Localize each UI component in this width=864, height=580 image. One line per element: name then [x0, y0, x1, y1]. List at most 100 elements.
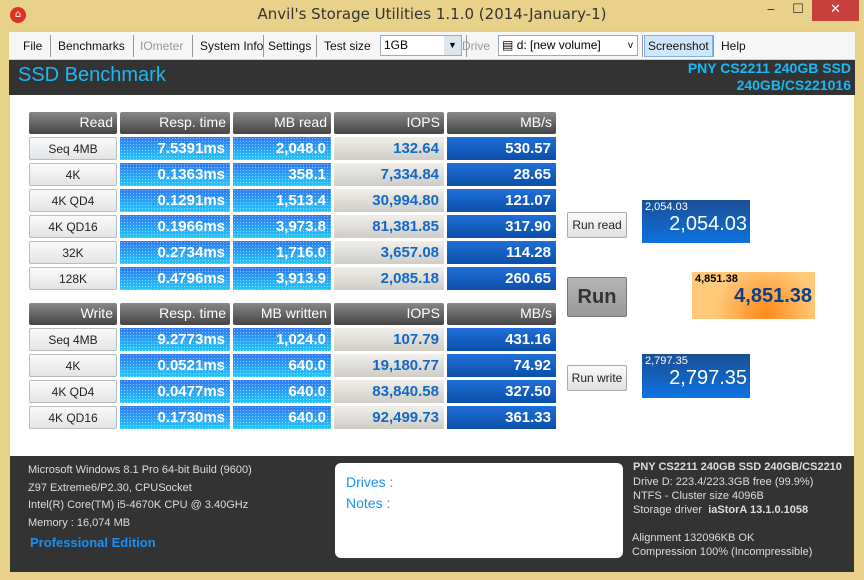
write-iops-cell: 92,499.73 [334, 406, 444, 429]
chevron-down-icon[interactable]: ▼ [444, 36, 461, 55]
read-iops-cell: 30,994.80 [334, 189, 444, 212]
read-mbps-cell: 260.65 [447, 267, 556, 290]
total-score: 4,851.38 4,851.38 [692, 272, 815, 319]
write-header-3: IOPS [334, 303, 444, 325]
write-resp-time-cell: 0.0521ms [120, 354, 230, 377]
menu-iometer[interactable]: IOmeter [140, 39, 184, 53]
read-resp-time-cell: 0.1363ms [120, 163, 230, 186]
close-button[interactable]: ✕ [812, 0, 859, 21]
maximize-button[interactable]: ☐ [792, 2, 804, 17]
read-resp-time-cell: 0.1291ms [120, 189, 230, 212]
write-mb-cell: 640.0 [233, 380, 331, 403]
total-score-small: 4,851.38 [695, 273, 738, 285]
run-button[interactable]: Run [567, 277, 627, 317]
menu-help[interactable]: Help [721, 39, 746, 53]
write-iops-cell: 107.79 [334, 328, 444, 351]
menu-file[interactable]: File [23, 39, 43, 53]
header-band: SSD Benchmark PNY CS2211 240GB SSD 240GB… [9, 60, 855, 95]
screenshot-button[interactable]: Screenshot [644, 35, 713, 57]
write-score-small: 2,797.35 [645, 355, 688, 367]
drive-icon: ▤ [502, 38, 514, 52]
read-test-button[interactable]: 4K QD4 [29, 189, 117, 212]
write-mbps-cell: 74.92 [447, 354, 556, 377]
alignment-info: Alignment 132096KB OK [632, 532, 755, 544]
read-header-0: Read [29, 112, 117, 134]
read-test-button[interactable]: Seq 4MB [29, 137, 117, 160]
test-size-select[interactable]: 1GB ▼ [380, 35, 462, 56]
window-title: Anvil's Storage Utilities 1.1.0 (2014-Ja… [257, 5, 607, 23]
filesystem-info: NTFS - Cluster size 4096B [633, 490, 764, 502]
read-header-1: Resp. time [120, 112, 230, 134]
memory-info: Memory : 16,074 MB [28, 517, 131, 529]
read-test-button[interactable]: 4K [29, 163, 117, 186]
storage-driver: Storage driver iaStorA 13.1.0.1058 [633, 504, 808, 516]
read-mb-cell: 358.1 [233, 163, 331, 186]
notes-box[interactable]: Drives : Notes : [335, 463, 623, 558]
write-resp-time-cell: 0.1730ms [120, 406, 230, 429]
compression-info: Compression 100% (Incompressible) [632, 546, 813, 558]
run-read-button[interactable]: Run read [567, 212, 627, 238]
drives-label: Drives : [346, 474, 394, 490]
drive-space: Drive D: 223.4/223.3GB free (99.9%) [633, 476, 814, 488]
read-iops-cell: 3,657.08 [334, 241, 444, 264]
write-header-0: Write [29, 303, 117, 325]
read-resp-time-cell: 0.1966ms [120, 215, 230, 238]
write-iops-cell: 19,180.77 [334, 354, 444, 377]
write-mb-cell: 640.0 [233, 406, 331, 429]
write-test-button[interactable]: Seq 4MB [29, 328, 117, 351]
write-mbps-cell: 327.50 [447, 380, 556, 403]
write-header-1: Resp. time [120, 303, 230, 325]
read-mb-cell: 2,048.0 [233, 137, 331, 160]
run-write-button[interactable]: Run write [567, 365, 627, 391]
write-test-button[interactable]: 4K QD16 [29, 406, 117, 429]
read-mbps-cell: 28.65 [447, 163, 556, 186]
read-iops-cell: 132.64 [334, 137, 444, 160]
driver-label: Storage driver [633, 504, 703, 516]
read-score-value: 2,054.03 [669, 213, 747, 235]
test-size-label: Test size [324, 39, 371, 53]
write-test-button[interactable]: 4K QD4 [29, 380, 117, 403]
read-mbps-cell: 530.57 [447, 137, 556, 160]
write-score: 2,797.35 2,797.35 [642, 354, 750, 398]
read-mb-cell: 3,973.8 [233, 215, 331, 238]
page-title: SSD Benchmark [18, 64, 166, 86]
read-mb-cell: 1,513.4 [233, 189, 331, 212]
read-mbps-cell: 317.90 [447, 215, 556, 238]
read-test-button[interactable]: 32K [29, 241, 117, 264]
write-mb-cell: 640.0 [233, 354, 331, 377]
driver-value: iaStorA 13.1.0.1058 [708, 504, 809, 516]
write-resp-time-cell: 0.0477ms [120, 380, 230, 403]
write-score-value: 2,797.35 [669, 367, 747, 389]
write-header-4: MB/s [447, 303, 556, 325]
os-info: Microsoft Windows 8.1 Pro 64-bit Build (… [28, 464, 252, 476]
write-resp-time-cell: 9.2773ms [120, 328, 230, 351]
read-mb-cell: 1,716.0 [233, 241, 331, 264]
read-resp-time-cell: 7.5391ms [120, 137, 230, 160]
write-header-2: MB written [233, 303, 331, 325]
read-iops-cell: 81,381.85 [334, 215, 444, 238]
read-test-button[interactable]: 128K [29, 267, 117, 290]
drive-select[interactable]: ▤ d: [new volume] v [498, 35, 638, 56]
cpu-info: Intel(R) Core(TM) i5-4670K CPU @ 3.40GHz [28, 499, 249, 511]
write-iops-cell: 83,840.58 [334, 380, 444, 403]
minimize-button[interactable]: ‒ [766, 2, 776, 17]
toolbar: File Benchmarks IOmeter System Info Sett… [9, 31, 855, 59]
system-info-panel: Microsoft Windows 8.1 Pro 64-bit Build (… [10, 456, 854, 572]
write-test-button[interactable]: 4K [29, 354, 117, 377]
menu-settings[interactable]: Settings [268, 39, 312, 53]
notes-label: Notes : [346, 495, 391, 511]
read-header-3: IOPS [334, 112, 444, 134]
chevron-down-icon[interactable]: v [628, 40, 633, 51]
app-logo-icon: ⌂ [10, 7, 26, 23]
read-test-button[interactable]: 4K QD16 [29, 215, 117, 238]
menu-benchmarks[interactable]: Benchmarks [58, 39, 125, 53]
total-score-value: 4,851.38 [734, 285, 812, 307]
drive-value: d: [new volume] [516, 38, 601, 52]
drive-model: PNY CS2211 240GB SSD [687, 60, 851, 76]
title-bar: ⌂ Anvil's Storage Utilities 1.1.0 (2014-… [0, 0, 864, 30]
read-iops-cell: 7,334.84 [334, 163, 444, 186]
menu-system-info[interactable]: System Info [200, 39, 264, 53]
read-iops-cell: 2,085.18 [334, 267, 444, 290]
read-score: 2,054.03 2,054.03 [642, 200, 750, 243]
read-mbps-cell: 114.28 [447, 241, 556, 264]
